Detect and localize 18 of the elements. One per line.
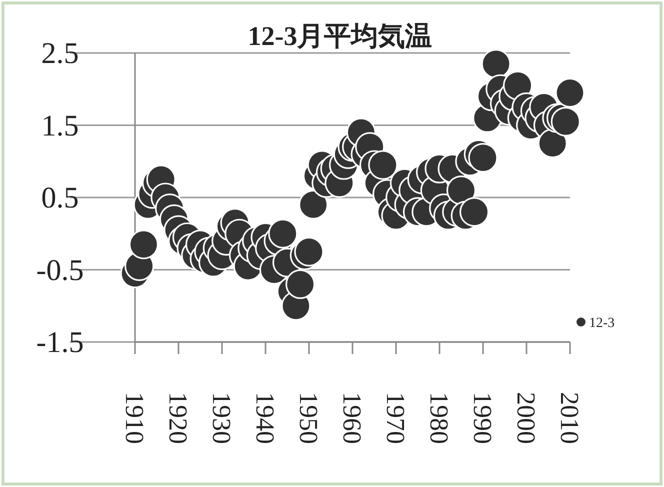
x-tick-label: 1920 <box>164 392 192 444</box>
legend-label: 12-3 <box>589 316 615 331</box>
x-tick-label: 2000 <box>512 392 540 444</box>
x-tick-label: 1940 <box>250 392 280 444</box>
x-tick-label: 2010 <box>555 392 584 444</box>
y-tick-label: 0.5 <box>41 182 79 214</box>
x-tick-label: 1950 <box>294 392 323 444</box>
y-tick-label: 1.5 <box>41 109 79 142</box>
y-tick-label: -0.5 <box>36 254 84 287</box>
y-tick-label: -1.5 <box>36 326 84 359</box>
x-tick-label: 1970 <box>381 392 410 444</box>
x-tick-label: 1910 <box>120 392 149 444</box>
x-tick-label: 1930 <box>207 392 236 444</box>
x-tick-label: 1990 <box>468 392 497 444</box>
y-tick-label: 2.5 <box>41 37 79 70</box>
x-tick-label: 1960 <box>338 392 366 444</box>
chart-title: 12-3月平均気温 <box>248 21 432 51</box>
x-tick-label: 1980 <box>424 392 454 444</box>
